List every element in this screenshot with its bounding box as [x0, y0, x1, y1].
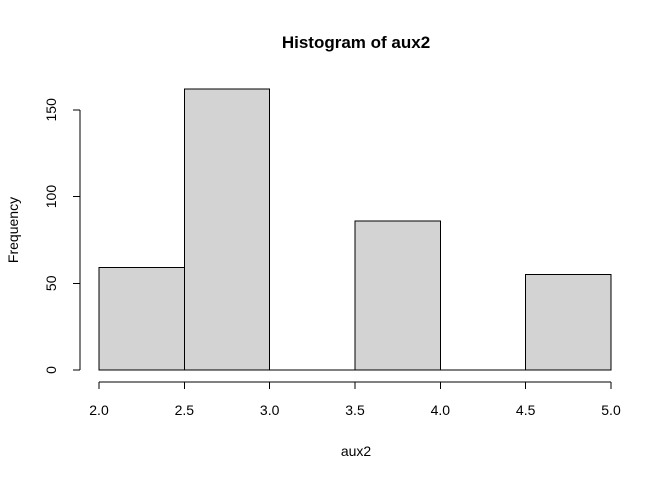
bars-group: [98, 88, 612, 371]
y-tick-label: 100: [43, 185, 59, 209]
histogram-bar: [354, 220, 441, 371]
y-tick-label: 50: [43, 275, 59, 291]
y-axis: 0 50 100 150: [43, 98, 81, 374]
x-axis-label: aux2: [341, 443, 372, 459]
x-tick-label: 2.0: [89, 402, 109, 418]
x-tick-label: 4.0: [431, 402, 451, 418]
chart-title: Histogram of aux2: [282, 33, 430, 52]
x-tick-label: 4.5: [516, 402, 536, 418]
y-tick-label: 0: [43, 366, 59, 374]
x-axis: 2.0 2.5 3.0 3.5 4.0 4.5 5.0: [89, 381, 621, 418]
y-tick-label: 150: [43, 98, 59, 122]
x-tick-label: 5.0: [601, 402, 621, 418]
x-tick-label: 3.0: [260, 402, 280, 418]
y-axis-label: Frequency: [5, 197, 21, 263]
histogram-bar: [525, 274, 612, 371]
histogram-bar: [183, 88, 271, 371]
x-tick-label: 2.5: [175, 402, 195, 418]
histogram-bar: [98, 267, 185, 371]
x-tick-label: 3.5: [345, 402, 365, 418]
